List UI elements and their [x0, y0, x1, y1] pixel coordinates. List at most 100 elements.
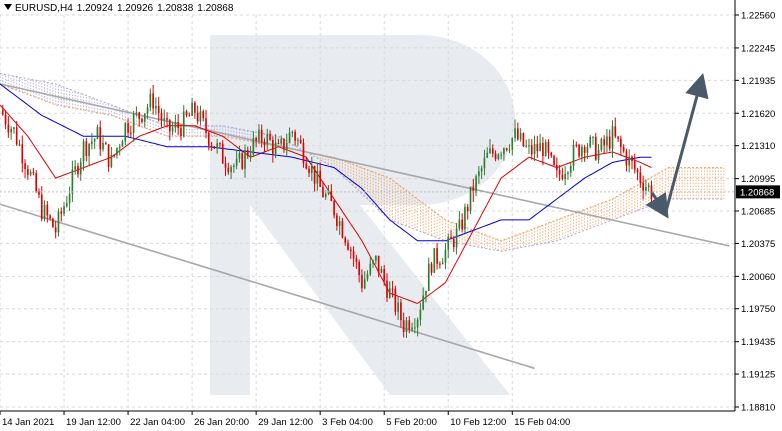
candle-body [182, 111, 185, 137]
candle-body [583, 146, 586, 153]
candle-body [110, 154, 113, 167]
candle-body [578, 144, 580, 157]
candle-body [207, 132, 210, 146]
candle-body [355, 258, 358, 262]
candle-body [647, 185, 650, 188]
candle-body [132, 114, 135, 133]
candle-body [221, 143, 224, 164]
candle-body [32, 172, 35, 174]
candle-body [238, 153, 241, 159]
candle-body [494, 153, 497, 159]
candle-body [458, 219, 461, 229]
candle-body [555, 164, 558, 171]
close-value: 1.20868 [197, 3, 234, 14]
channel-lower-line [0, 203, 535, 370]
candle-body [191, 102, 193, 116]
candle-body [230, 167, 232, 173]
candle-body [511, 138, 514, 150]
candle-body [246, 149, 249, 157]
candle-body [291, 131, 294, 133]
candle-body [372, 260, 374, 264]
candle-body [252, 137, 255, 155]
candle-body [617, 136, 619, 139]
candle-body [564, 173, 567, 180]
candle-body [146, 107, 149, 114]
candle-body [645, 187, 647, 191]
candle-body [333, 201, 335, 216]
candle-body [514, 128, 516, 139]
candle-body [411, 327, 413, 330]
candle-body [127, 122, 129, 133]
candle-body [386, 280, 388, 298]
candle-body [397, 302, 399, 312]
candle-body [219, 143, 221, 145]
candle-body [224, 163, 227, 168]
candle-body [427, 263, 430, 292]
candle-body [121, 141, 124, 147]
candle-body [130, 132, 132, 134]
y-tick-label: 1.22560 [741, 11, 775, 22]
candle-body [266, 133, 269, 145]
candle-body [642, 182, 644, 191]
candle-body [330, 190, 333, 202]
candle-body [27, 169, 29, 175]
candle-body [91, 141, 93, 144]
candle-body [63, 206, 65, 214]
x-tick-label: 5 Feb 20:00 [386, 417, 437, 428]
symbol-header: EURUSD,H4 1.20924 1.20926 1.20838 1.20868 [4, 3, 233, 14]
candle-body [377, 255, 380, 273]
candle-body [547, 141, 550, 153]
candle-body [294, 131, 296, 141]
candle-body [408, 320, 411, 330]
candle-body [141, 118, 143, 122]
candle-body [503, 148, 505, 155]
candle-body [530, 145, 533, 155]
x-tick-label: 19 Jan 12:00 [66, 417, 121, 428]
candle-body [525, 145, 528, 147]
candle-body [216, 143, 218, 149]
y-tick-label: 1.18810 [741, 403, 775, 414]
candle-body [313, 165, 316, 184]
candle-body [297, 139, 299, 141]
forecast-arrows [645, 72, 709, 219]
candle-body [436, 248, 438, 264]
candle-body [586, 146, 589, 153]
watermark-logo [210, 35, 515, 395]
candle-body [550, 152, 553, 156]
candle-body [572, 144, 575, 166]
candle-body [528, 145, 530, 147]
candle-body [21, 144, 24, 164]
candle-body [185, 111, 188, 116]
candle-body [205, 118, 207, 133]
candle-body [486, 152, 489, 158]
x-tick-label: 10 Feb 12:00 [450, 417, 506, 428]
candle-body [15, 127, 18, 145]
candle-body [49, 215, 51, 219]
candle-body [433, 248, 436, 273]
candle-body [447, 236, 450, 250]
candle-body [57, 211, 60, 233]
candle-body [118, 146, 121, 149]
candle-body [258, 129, 260, 141]
candle-body [366, 274, 369, 280]
dropdown-triangle-icon[interactable] [4, 4, 12, 10]
y-tick-label: 1.20685 [741, 207, 775, 218]
candle-body [288, 132, 291, 143]
candles [1, 85, 653, 338]
candle-body [461, 219, 463, 230]
candle-body [567, 172, 569, 174]
y-tick-label: 1.20375 [741, 239, 775, 250]
candle-body [88, 143, 90, 156]
candle-body [338, 221, 341, 226]
candle-body [413, 327, 416, 329]
watermark-shape [210, 35, 515, 395]
y-tick-label: 1.19125 [741, 370, 775, 381]
candle-body [539, 143, 541, 152]
candle-body [102, 143, 104, 150]
candle-body [52, 218, 54, 228]
candle-body [4, 114, 7, 125]
candle-body [213, 146, 216, 149]
candle-body [194, 102, 196, 113]
